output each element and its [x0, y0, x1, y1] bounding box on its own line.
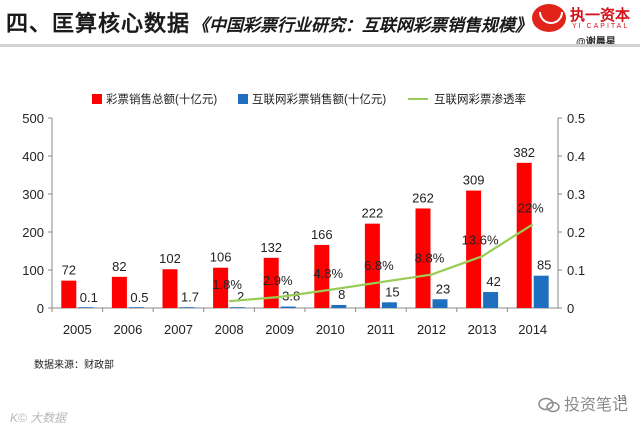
bar-total-2014 — [516, 162, 532, 308]
legend-label-rate: 互联网彩票渗透率 — [434, 92, 526, 106]
data-label-rate-2011: 6.8% — [364, 258, 394, 273]
lottery-sales-chart: 彩票销售总额(十亿元) 互联网彩票销售额(十亿元) 互联网彩票渗透率 0 100 200 3… — [22, 92, 585, 337]
x-tick-label: 2007 — [164, 322, 193, 337]
bar-total-2007 — [162, 269, 178, 308]
data-label-internet-2007: 1.7 — [181, 289, 199, 304]
bar-total-2005 — [61, 280, 77, 308]
data-label-total-2005: 72 — [62, 263, 76, 278]
brand-logo-icon — [532, 4, 566, 32]
watermark-right: 投资笔记 — [538, 396, 628, 416]
bar-total-2006 — [111, 276, 127, 308]
data-label-rate-2010: 4.8% — [313, 266, 343, 281]
data-label-total-2012: 262 — [412, 190, 434, 205]
bar-internet-2009 — [280, 306, 296, 308]
brand-author: @谢晨星 — [576, 37, 616, 48]
data-label-total-2011: 222 — [362, 206, 384, 221]
y-right-tick-label: 0.2 — [567, 225, 585, 240]
bar-total-2011 — [364, 223, 380, 308]
bar-internet-2008 — [230, 307, 246, 308]
bar-total-2013 — [466, 190, 482, 308]
legend-label-internet: 互联网彩票销售额(十亿元) — [252, 92, 386, 106]
page-title: 四、匡算核心数据 《中国彩票行业研究：互联网彩票销售规模》 — [6, 9, 532, 39]
y-right-tick-label: 0.1 — [567, 263, 585, 278]
data-label-rate-2008: 1.8% — [212, 277, 242, 292]
data-label-rate-2012: 8.8% — [415, 251, 445, 266]
data-label-total-2008: 106 — [210, 250, 232, 265]
brand-block: 执一资本 YI CAPITAL @谢晨星 — [532, 2, 636, 48]
bar-total-2012 — [415, 208, 431, 308]
data-label-internet-2013: 42 — [486, 274, 500, 289]
data-label-internet-2012: 23 — [436, 281, 450, 296]
legend-label-total: 彩票销售总额(十亿元) — [106, 92, 217, 106]
legend-swatch-internet — [238, 94, 248, 104]
data-label-total-2014: 382 — [513, 145, 535, 160]
title-subtitle: 《中国彩票行业研究：互联网彩票销售规模》 — [192, 16, 533, 35]
page-number: 13 — [617, 394, 626, 403]
bar-internet-2005 — [78, 307, 94, 308]
y-left-tick-label: 400 — [22, 149, 44, 164]
title-main: 四、匡算核心数据 — [6, 11, 191, 36]
brand-name: 执一资本 — [570, 7, 631, 24]
y-left-tick-label: 0 — [37, 301, 44, 316]
chart-area: 彩票销售总额(十亿元) 互联网彩票销售额(十亿元) 互联网彩票渗透率 0 100 200 3… — [0, 60, 640, 350]
header-bar: 四、匡算核心数据 《中国彩票行业研究：互联网彩票销售规模》 执一资本 YI CAP… — [0, 0, 640, 48]
data-label-total-2009: 132 — [260, 240, 282, 255]
x-tick-label: 2012 — [417, 322, 446, 337]
data-label-internet-2010: 8 — [338, 287, 345, 302]
x-tick-label: 2008 — [215, 322, 244, 337]
bar-internet-2006 — [128, 307, 144, 308]
data-label-internet-2008: 2 — [237, 289, 244, 304]
y-left-tick-label: 100 — [22, 263, 44, 278]
x-tick-label: 2010 — [316, 322, 345, 337]
data-label-internet-2014: 85 — [537, 258, 551, 273]
y-right-tick-label: 0.5 — [567, 111, 585, 126]
bar-total-2009 — [263, 257, 279, 308]
y-left-tick-label: 300 — [22, 187, 44, 202]
header-divider — [0, 44, 640, 47]
y-right-tick-label: 0.4 — [567, 149, 585, 164]
bar-internet-2010 — [331, 304, 347, 308]
data-label-rate-2014: 22% — [518, 200, 544, 215]
data-label-rate-2013: 13.6% — [462, 232, 499, 247]
x-tick-label: 2006 — [113, 322, 142, 337]
y-right-tick-label: 0 — [567, 301, 574, 316]
data-source-note: 数据来源：财政部 — [34, 360, 114, 371]
bar-internet-2014 — [533, 275, 549, 308]
data-label-total-2013: 309 — [463, 173, 485, 188]
bar-internet-2012 — [432, 299, 448, 308]
data-label-total-2010: 166 — [311, 227, 333, 242]
data-label-internet-2006: 0.5 — [130, 290, 148, 305]
x-tick-label: 2014 — [518, 322, 547, 337]
bar-internet-2011 — [381, 302, 397, 308]
legend-swatch-total — [92, 94, 102, 104]
data-label-total-2006: 82 — [112, 259, 126, 274]
brand-name-en: YI CAPITAL — [572, 23, 630, 30]
bar-internet-2007 — [179, 307, 195, 308]
watermark-right-text: 投资笔记 — [563, 397, 628, 414]
x-tick-label: 2011 — [367, 322, 395, 337]
x-tick-label: 2005 — [63, 322, 92, 337]
wechat-icon — [538, 397, 560, 413]
bar-internet-2013 — [483, 292, 499, 308]
watermark-left: K© 大数据 — [10, 411, 67, 425]
y-left-tick-label: 500 — [22, 111, 44, 126]
x-tick-label: 2009 — [265, 322, 294, 337]
data-label-internet-2011: 15 — [385, 284, 399, 299]
bar-total-2008 — [213, 267, 229, 308]
x-tick-label: 2013 — [468, 322, 497, 337]
y-right-tick-label: 0.3 — [567, 187, 585, 202]
data-label-internet-2005: 0.1 — [80, 290, 98, 305]
data-label-total-2007: 102 — [159, 251, 181, 266]
data-label-rate-2009: 2.9% — [263, 273, 293, 288]
y-left-tick-label: 200 — [22, 225, 44, 240]
